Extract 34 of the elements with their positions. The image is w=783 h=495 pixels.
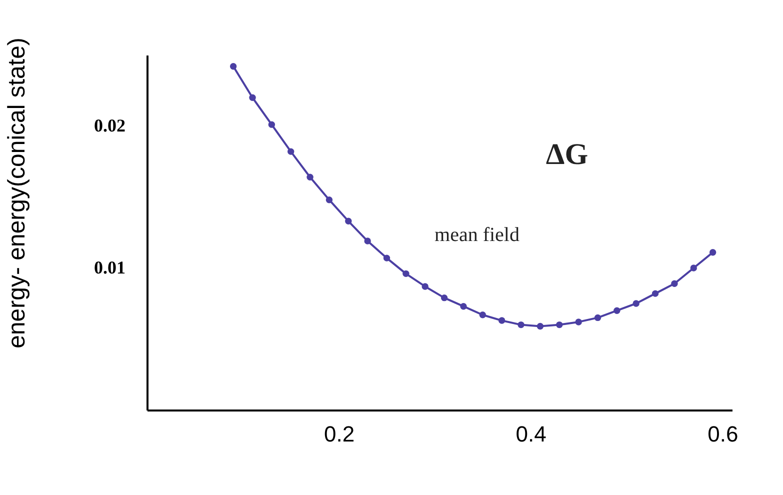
point [230,63,237,70]
point [326,196,333,204]
point [440,294,448,302]
point [518,321,524,328]
point [575,318,582,326]
point [652,290,659,297]
x-tick-label: 0.4 [516,422,546,446]
point [556,321,563,328]
point [402,270,410,278]
point [422,283,428,290]
y-axis-title: energy- energy(conical state) [4,38,30,348]
point [383,254,390,262]
annotation: ΔG [546,138,588,171]
point [594,314,602,322]
point [345,218,352,224]
y-tick-label: 0.02 [94,116,126,136]
point [536,322,544,330]
annotation: mean field [434,224,520,246]
point [498,317,506,324]
point [306,174,314,180]
point [479,312,486,318]
point [632,300,640,307]
point [364,238,371,244]
point [249,94,256,101]
point [460,302,467,310]
point [614,307,620,314]
x-tick-label: 0.2 [324,422,355,446]
point [268,121,276,128]
point [671,280,678,287]
point [690,264,697,272]
point [288,148,294,155]
y-tick-label: 0.01 [94,258,126,278]
point [709,249,716,256]
x-tick-label: 0.6 [708,422,738,446]
